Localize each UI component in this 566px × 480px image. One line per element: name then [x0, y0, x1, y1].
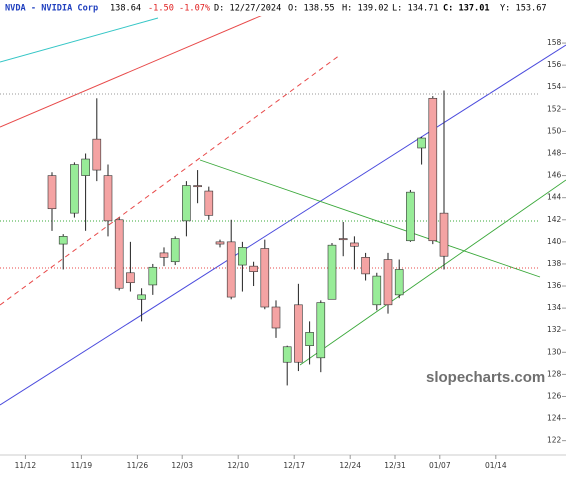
y-tick-label: 144: [547, 193, 562, 202]
trend-line: [0, 54, 341, 306]
candle-body: [406, 191, 415, 242]
candle-body: [417, 137, 426, 149]
x-tick-label: 12/17: [283, 461, 305, 470]
x-tick-label: 01/14: [485, 461, 507, 470]
y-tick-label: 124: [547, 414, 562, 423]
candle-body: [305, 332, 314, 346]
candle-body: [282, 346, 292, 363]
info-prev: Y: 153.67: [500, 4, 547, 14]
candle-body: [215, 241, 225, 245]
x-tick-label: 11/26: [127, 461, 149, 470]
y-tick-label: 142: [547, 215, 562, 224]
candle-body: [372, 275, 382, 306]
y-tick-label: 126: [547, 391, 562, 400]
candle-body: [226, 241, 236, 298]
y-tick-label: 128: [547, 369, 562, 378]
candle-body: [383, 259, 393, 306]
y-tick-label: 152: [547, 104, 562, 113]
candle-body: [81, 158, 90, 176]
candle-body: [394, 269, 404, 296]
candle-body: [114, 219, 124, 289]
x-tick-label: 11/19: [71, 461, 93, 470]
x-tick-label: 12/03: [171, 461, 193, 470]
x-tick-label: 12/31: [384, 461, 406, 470]
candle-body: [428, 97, 438, 242]
x-tick-label: 11/12: [15, 461, 37, 470]
candle-body: [70, 164, 79, 214]
watermark: slopecharts.com: [426, 369, 545, 386]
x-tick-label: 12/24: [339, 461, 361, 470]
candle-body: [193, 185, 202, 188]
trend-line: [299, 179, 566, 366]
trend-line: [0, 0, 299, 128]
y-tick-label: 140: [547, 237, 562, 246]
y-tick-label: 150: [547, 126, 562, 135]
candle-body: [361, 257, 370, 275]
title: NVDA - NVIDIA Corp: [5, 4, 98, 14]
candle-body: [316, 302, 326, 359]
candle-body: [260, 248, 270, 308]
candle-body: [159, 252, 169, 258]
trend-line: [199, 159, 541, 278]
candle-body: [204, 190, 214, 216]
info-high: H: 139.02: [342, 4, 389, 14]
y-tick-label: 146: [547, 171, 562, 180]
candle-body: [103, 175, 113, 222]
y-tick-label: 138: [547, 259, 562, 268]
candle-body: [126, 272, 135, 284]
y-tick-label: 136: [547, 281, 562, 290]
candle-body: [238, 247, 247, 266]
x-tick-label: 01/07: [429, 461, 451, 470]
y-tick-label: 122: [547, 436, 562, 445]
candle-body: [170, 238, 180, 263]
change: -1.50 -1.07%: [148, 4, 211, 14]
y-tick-label: 130: [547, 347, 562, 356]
x-tick-label: 12/10: [227, 461, 249, 470]
y-tick-label: 158: [547, 38, 562, 47]
last-price: 138.64: [110, 4, 141, 14]
y-tick-label: 134: [547, 303, 562, 312]
y-tick-label: 156: [547, 60, 562, 69]
candle-body: [182, 185, 191, 222]
trend-line: [0, 17, 159, 63]
candle-body: [92, 138, 102, 171]
candle-body: [137, 294, 146, 300]
info-low: L: 134.71: [392, 4, 439, 14]
candle-body: [338, 238, 348, 241]
candle-body: [350, 242, 359, 247]
candle-body: [249, 265, 258, 272]
candle-body: [439, 212, 449, 257]
y-tick-label: 148: [547, 149, 562, 158]
candle-body: [58, 236, 68, 245]
info-open: O: 138.55: [288, 4, 335, 14]
header-bg: [0, 0, 566, 16]
trend-line: [0, 44, 566, 406]
candle-body: [327, 244, 337, 300]
y-tick-label: 132: [547, 325, 562, 334]
candle-body: [271, 306, 281, 329]
candle-body: [148, 266, 158, 286]
info-date: D: 12/27/2024: [214, 4, 281, 14]
info-close: C: 137.01: [443, 4, 490, 14]
candle-body: [47, 175, 57, 210]
candle-body: [294, 304, 303, 363]
y-tick-label: 154: [547, 82, 562, 91]
